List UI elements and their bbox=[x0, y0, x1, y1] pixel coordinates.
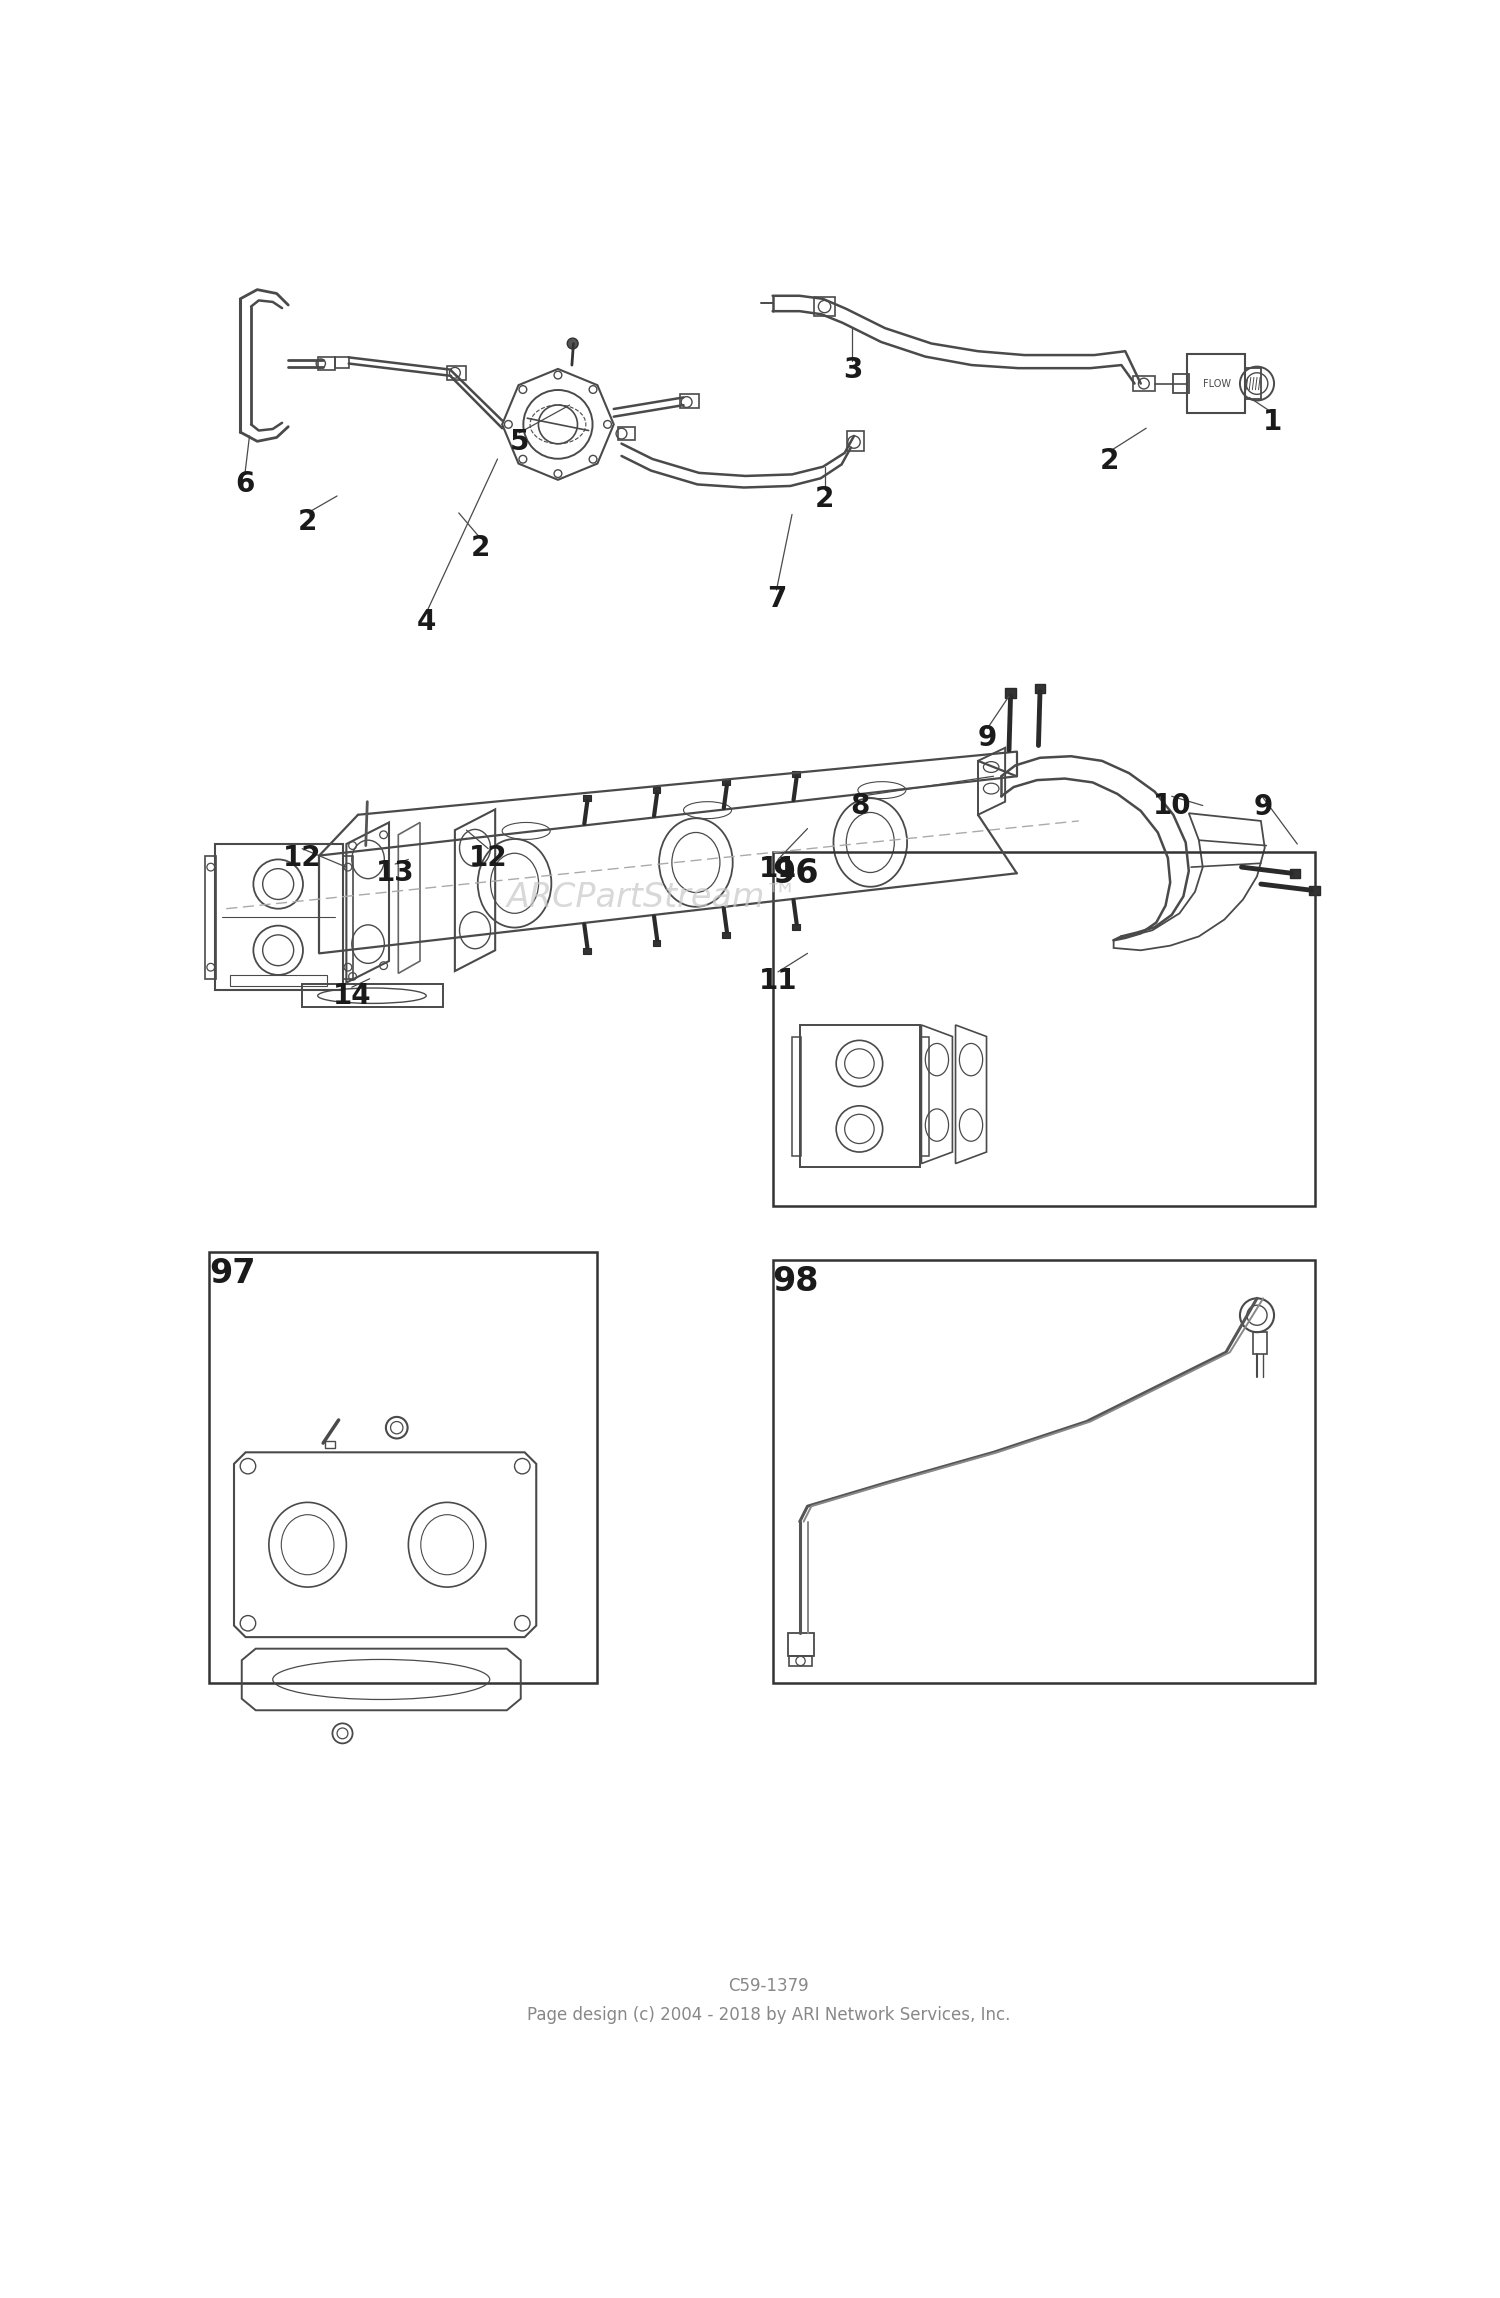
Text: 5: 5 bbox=[510, 427, 530, 455]
Bar bbox=[789, 1655, 812, 1666]
Bar bbox=[772, 853, 1316, 1206]
Text: 11: 11 bbox=[759, 967, 798, 995]
Bar bbox=[792, 770, 800, 777]
Text: 2: 2 bbox=[471, 533, 490, 561]
Text: 14: 14 bbox=[333, 984, 370, 1011]
Text: 13: 13 bbox=[376, 859, 414, 887]
Bar bbox=[618, 427, 634, 439]
Text: ARCPartStream™: ARCPartStream™ bbox=[507, 882, 798, 915]
Bar bbox=[1252, 1333, 1268, 1354]
Bar bbox=[582, 795, 591, 800]
Bar bbox=[847, 432, 864, 450]
Bar bbox=[1132, 377, 1155, 391]
Text: 9: 9 bbox=[978, 724, 998, 751]
Text: 12: 12 bbox=[284, 843, 321, 871]
Bar bbox=[772, 1259, 1316, 1684]
Bar bbox=[652, 940, 660, 947]
Text: 11: 11 bbox=[759, 855, 798, 882]
Bar bbox=[1245, 368, 1262, 400]
Text: 2: 2 bbox=[1100, 446, 1119, 476]
Text: 4: 4 bbox=[417, 609, 436, 637]
Bar bbox=[723, 931, 730, 938]
Bar bbox=[1173, 375, 1190, 393]
Text: 6: 6 bbox=[236, 469, 255, 499]
Bar bbox=[326, 1441, 334, 1448]
Text: 12: 12 bbox=[470, 843, 507, 871]
Bar bbox=[1290, 869, 1300, 878]
Text: 7: 7 bbox=[766, 586, 786, 614]
Bar bbox=[1188, 354, 1245, 414]
Text: 3: 3 bbox=[843, 356, 862, 384]
Circle shape bbox=[567, 338, 578, 349]
Bar bbox=[681, 395, 699, 409]
Text: 8: 8 bbox=[850, 791, 870, 820]
Text: 2: 2 bbox=[815, 485, 834, 512]
Text: 9: 9 bbox=[1254, 793, 1274, 820]
Bar bbox=[209, 1252, 597, 1684]
Text: 97: 97 bbox=[209, 1257, 255, 1289]
Text: 98: 98 bbox=[772, 1264, 819, 1298]
Bar bbox=[1035, 685, 1046, 694]
Text: 10: 10 bbox=[1152, 791, 1191, 820]
Bar bbox=[342, 855, 354, 979]
Bar bbox=[318, 356, 334, 370]
Text: 2: 2 bbox=[298, 508, 318, 535]
Bar bbox=[1005, 689, 1016, 699]
Text: 96: 96 bbox=[772, 857, 819, 889]
Bar bbox=[214, 843, 342, 990]
Bar bbox=[447, 365, 465, 379]
Text: 1: 1 bbox=[1263, 409, 1282, 437]
Bar bbox=[582, 947, 591, 954]
Text: FLOW: FLOW bbox=[1203, 379, 1230, 388]
Bar bbox=[1310, 885, 1320, 894]
Bar bbox=[206, 855, 216, 979]
Bar bbox=[920, 1036, 928, 1156]
Bar bbox=[334, 358, 348, 368]
Text: C59-1379
Page design (c) 2004 - 2018 by ARI Network Services, Inc.: C59-1379 Page design (c) 2004 - 2018 by … bbox=[526, 1976, 1011, 2025]
Bar bbox=[652, 786, 660, 793]
Bar bbox=[800, 1025, 920, 1167]
Bar bbox=[813, 296, 836, 315]
Bar bbox=[792, 924, 800, 931]
Bar bbox=[723, 779, 730, 786]
Bar bbox=[230, 974, 327, 986]
Bar bbox=[792, 1036, 801, 1156]
